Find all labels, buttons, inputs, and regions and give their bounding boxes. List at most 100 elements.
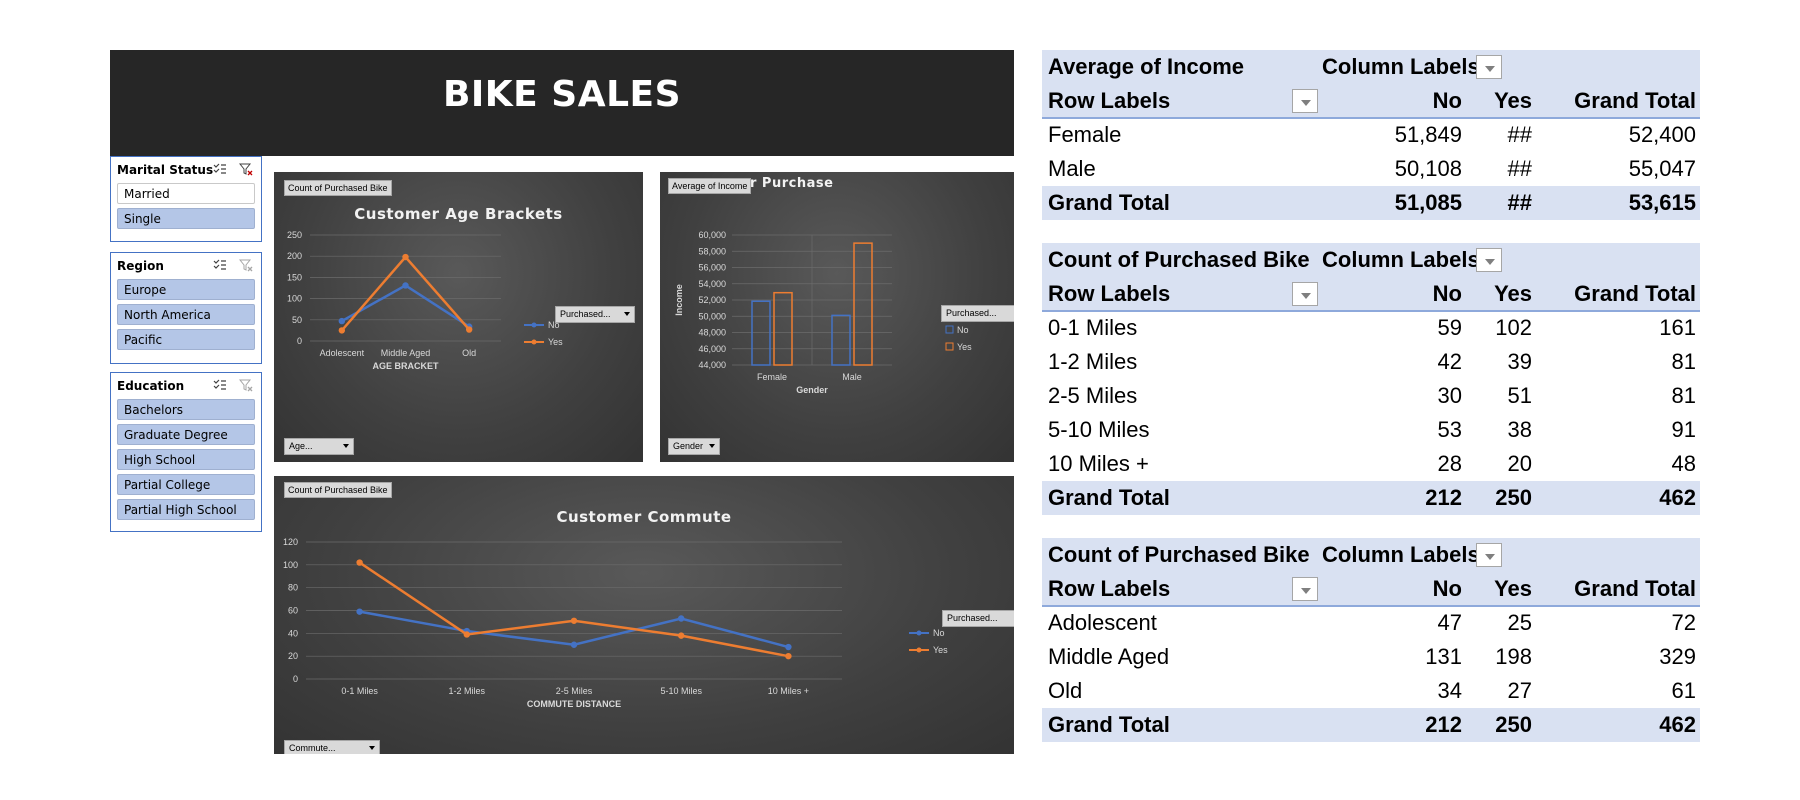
- axis-field-button[interactable]: Commute...: [284, 740, 380, 754]
- pivot-grand-total-row[interactable]: Grand Total 212 250 462: [1042, 481, 1700, 515]
- pivot-data-row[interactable]: 2-5 Miles 30 51 81: [1042, 379, 1700, 413]
- y-tick-label: 56,000: [698, 263, 726, 273]
- legend-field-button[interactable]: Purchased...: [555, 306, 635, 323]
- filter-dropdown-button[interactable]: [1476, 55, 1502, 79]
- y-tick-label: 58,000: [698, 246, 726, 256]
- y-tick-label: 44,000: [698, 360, 726, 370]
- dashboard-title: BIKE SALES: [442, 74, 682, 115]
- slicer-item-partial-college[interactable]: Partial College: [117, 474, 255, 495]
- pivot-column-header-row[interactable]: Row Labels No Yes Grand Total: [1042, 84, 1700, 118]
- y-tick-label: 0: [293, 674, 298, 684]
- slicer-title: Marital Status: [117, 163, 214, 177]
- legend-field-button[interactable]: Purchased...: [942, 610, 1014, 627]
- chevron-down-icon: [1301, 588, 1311, 594]
- value-field-button[interactable]: Count of Purchased Bike: [284, 180, 392, 196]
- pivot-cell: 25: [1507, 610, 1532, 635]
- pivot-data-row[interactable]: 5-10 Miles 53 38 91: [1042, 413, 1700, 447]
- pivot-data-row[interactable]: Middle Aged 131 198 329: [1042, 640, 1700, 674]
- filter-dropdown-button[interactable]: [1292, 282, 1318, 306]
- pivot-data-row[interactable]: Old 34 27 61: [1042, 674, 1700, 708]
- commute-chart-panel[interactable]: Count of Purchased Bike Customer Commute…: [274, 476, 1014, 754]
- slicer-item-north-america[interactable]: North America: [117, 304, 255, 325]
- pivot-cell: 53: [1437, 417, 1462, 442]
- y-tick-label: 60: [288, 606, 298, 616]
- clear-filter-icon[interactable]: [239, 378, 253, 392]
- pivot-cell: Row Labels: [1048, 281, 1171, 306]
- pivot-cell: 212: [1425, 485, 1462, 510]
- pivot-data-row[interactable]: 1-2 Miles 42 39 81: [1042, 345, 1700, 379]
- clear-filter-icon[interactable]: [239, 162, 253, 176]
- multi-select-icon[interactable]: [213, 162, 227, 176]
- slicer-item-bachelors[interactable]: Bachelors: [117, 399, 255, 420]
- pivot-cell: 51: [1507, 383, 1532, 408]
- y-tick-label: 100: [287, 294, 302, 304]
- income-chart-panel[interactable]: r Purchase Average of Income 44,000 46,00…: [660, 172, 1014, 462]
- slicer-item-married[interactable]: Married: [117, 183, 255, 204]
- pivot-grand-total-row[interactable]: Grand Total 51,085 ## 53,615: [1042, 186, 1700, 220]
- dashboard-banner: BIKE SALES: [110, 50, 1014, 156]
- pivot-header-row[interactable]: Count of Purchased Bike Column Labels: [1042, 243, 1700, 277]
- clear-filter-icon[interactable]: [239, 258, 253, 272]
- pivot-cell: 81: [1671, 349, 1696, 374]
- bar-no: [751, 300, 771, 366]
- x-tick-label: 0-1 Miles: [341, 686, 378, 696]
- chevron-down-icon: [1301, 100, 1311, 106]
- x-tick-label: Male: [842, 372, 862, 382]
- pivot-column-header-row[interactable]: Row Labels No Yes Grand Total: [1042, 572, 1700, 606]
- axis-field-label: Age...: [289, 441, 313, 451]
- data-point: [356, 559, 363, 566]
- data-point: [402, 282, 409, 289]
- data-point: [678, 615, 685, 622]
- pivot-grand-total-row[interactable]: Grand Total 212 250 462: [1042, 708, 1700, 742]
- pivot-cell: 1-2 Miles: [1048, 349, 1138, 374]
- pivot-cell: Female: [1048, 122, 1122, 147]
- pivot-cell: Grand Total: [1574, 576, 1696, 601]
- pivot-column-header-row[interactable]: Row Labels No Yes Grand Total: [1042, 277, 1700, 311]
- x-tick-label: Adolescent: [320, 348, 365, 358]
- pivot-cell: 2-5 Miles: [1048, 383, 1138, 408]
- chevron-down-icon: [624, 312, 630, 316]
- slicer-education[interactable]: Education Bachelors Graduate Degree High…: [110, 372, 262, 532]
- pivot-data-row[interactable]: 10 Miles + 28 20 48: [1042, 447, 1700, 481]
- pivot-cell: 39: [1507, 349, 1532, 374]
- pivot-data-row[interactable]: Male 50,108 ## 55,047: [1042, 152, 1700, 186]
- legend-field-button[interactable]: Purchased...: [941, 305, 1014, 322]
- slicer-item-single[interactable]: Single: [117, 208, 255, 229]
- value-field-button[interactable]: Average of Income: [668, 178, 752, 194]
- value-field-button[interactable]: Count of Purchased Bike: [284, 482, 392, 498]
- filter-dropdown-button[interactable]: [1476, 248, 1502, 272]
- legend-label: No: [933, 628, 945, 638]
- filter-dropdown-button[interactable]: [1476, 543, 1502, 567]
- chevron-down-icon: [1485, 554, 1495, 560]
- pivot-cell: No: [1432, 88, 1462, 113]
- pivot-cell: 55,047: [1628, 156, 1696, 181]
- axis-field-button[interactable]: Age...: [284, 438, 354, 455]
- slicer-item-graduate-degree[interactable]: Graduate Degree: [117, 424, 255, 445]
- data-point: [338, 317, 346, 325]
- slicer-item-pacific[interactable]: Pacific: [117, 329, 255, 350]
- age-chart-panel[interactable]: Count of Purchased Bike Customer Age Bra…: [274, 172, 643, 462]
- pivot-commute[interactable]: Count of Purchased Bike Column Labels Row …: [1042, 243, 1700, 517]
- pivot-data-row[interactable]: Female 51,849 ## 52,400: [1042, 118, 1700, 152]
- pivot-income-gender[interactable]: Average of Income Column Labels Row Labels…: [1042, 50, 1700, 222]
- multi-select-icon[interactable]: [213, 378, 227, 392]
- pivot-cell: 198: [1495, 644, 1532, 669]
- slicer-item-europe[interactable]: Europe: [117, 279, 255, 300]
- slicer-marital-status[interactable]: Marital Status Married Single: [110, 156, 262, 242]
- pivot-data-row[interactable]: 0-1 Miles 59 102 161: [1042, 311, 1700, 345]
- header-divider: [1042, 605, 1700, 607]
- pivot-header-row[interactable]: Count of Purchased Bike Column Labels: [1042, 538, 1700, 572]
- pivot-header-row[interactable]: Average of Income Column Labels: [1042, 50, 1700, 84]
- filter-dropdown-button[interactable]: [1292, 89, 1318, 113]
- pivot-data-row[interactable]: Adolescent 47 25 72: [1042, 606, 1700, 640]
- pivot-age[interactable]: Count of Purchased Bike Column Labels Row …: [1042, 538, 1700, 746]
- axis-field-button[interactable]: Gender: [668, 438, 720, 455]
- pivot-cell: Grand Total: [1048, 712, 1170, 737]
- multi-select-icon[interactable]: [213, 258, 227, 272]
- chevron-down-icon: [1485, 259, 1495, 265]
- data-point: [338, 327, 346, 334]
- slicer-item-high-school[interactable]: High School: [117, 449, 255, 470]
- slicer-item-partial-high-school[interactable]: Partial High School: [117, 499, 255, 520]
- filter-dropdown-button[interactable]: [1292, 577, 1318, 601]
- slicer-region[interactable]: Region Europe North America Pacific: [110, 252, 262, 364]
